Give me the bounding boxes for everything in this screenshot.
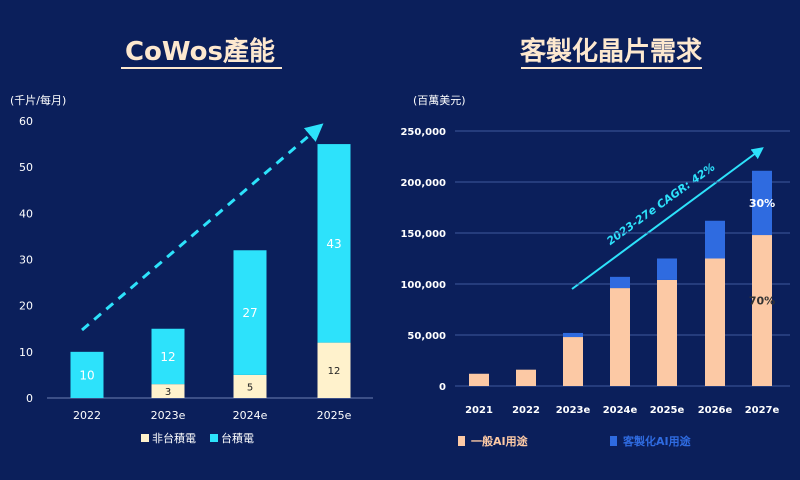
left-bar-segment (233, 374, 267, 398)
left-bar-segment (151, 328, 185, 385)
left-bar-segment (233, 250, 267, 375)
left-y-tick-label: 20 (19, 300, 33, 313)
right-x-tick-label: 2027e (745, 405, 780, 416)
right-bar-segment (705, 220, 725, 259)
right-x-tick-label: 2022 (512, 405, 540, 416)
right-y-tick-label: 0 (439, 382, 446, 393)
left-legend: 非台積電 台積電 (141, 431, 254, 445)
left-y-tick-label: 40 (19, 207, 33, 220)
right-bar-segment (516, 369, 536, 386)
right-chart-title: 客製化晶片需求 (520, 36, 702, 67)
left-bar-value-label: 10 (79, 368, 94, 382)
left-bar-segment (151, 384, 185, 398)
right-bar-segment (657, 279, 677, 386)
left-x-tick-label: 2023e (151, 409, 186, 422)
right-bar-segment (610, 288, 630, 386)
right-bar-segment (610, 276, 630, 289)
left-x-tick-label: 2024e (233, 409, 268, 422)
left-y-tick-label: 10 (19, 346, 33, 359)
left-bar-value-label: 43 (326, 237, 341, 251)
left-y-tick-label: 60 (19, 115, 33, 128)
right-legend: 一般AI用途 客製化AI用途 (458, 434, 692, 448)
right-cagr-label: 2023-27e CAGR: 42% (604, 161, 717, 248)
right-x-tick-label: 2024e (603, 405, 638, 416)
left-bar-value-label: 12 (160, 350, 175, 364)
left-bar-value-label: 5 (247, 382, 253, 393)
left-trend-arrow (81, 123, 324, 332)
right-x-tick-label: 2023e (556, 405, 591, 416)
left-legend-label: 台積電 (221, 431, 254, 445)
right-pct-label-custom: 30% (749, 197, 775, 210)
right-x-tick-label: 2021 (465, 405, 493, 416)
right-legend-label: 客製化AI用途 (622, 434, 692, 448)
left-legend-label: 非台積電 (152, 431, 196, 445)
right-y-tick-label: 250,000 (400, 127, 446, 138)
right-bar-segment (705, 258, 725, 386)
right-bar-segment (469, 373, 489, 386)
right-legend-label: 一般AI用途 (471, 434, 529, 448)
right-y-tick-label: 200,000 (400, 178, 446, 189)
right-legend-swatch (458, 436, 465, 446)
left-bar-segment (317, 144, 351, 343)
right-unit-label: (百萬美元) (413, 94, 466, 107)
right-bar-segment (563, 337, 583, 386)
right-chart: 0 50,000 100,000 150,000 200,000 250,000 2021 2… (400, 127, 790, 448)
left-y-tick-label: 0 (26, 392, 33, 405)
right-bar-segment (657, 258, 677, 280)
left-chart: 0 10 20 30 40 50 60 10 2022 3 12 2023e 5 27 2024e 12 43 2… (19, 115, 373, 445)
right-bar-segment (752, 235, 772, 386)
right-y-tick-label: 100,000 (400, 280, 446, 291)
left-bar-value-label: 3 (165, 387, 171, 398)
right-bar-segment (563, 332, 583, 338)
left-legend-swatch (210, 434, 218, 442)
right-y-tick-label: 50,000 (407, 331, 446, 342)
left-x-tick-label: 2025e (317, 409, 352, 422)
left-bar-segment (70, 351, 104, 398)
right-cagr-arrow (571, 147, 764, 290)
right-pct-label-general: 70% (749, 295, 775, 308)
left-chart-title: CoWos產能 (125, 36, 275, 67)
left-legend-swatch (141, 434, 149, 442)
right-legend-swatch (610, 436, 617, 446)
right-bar-segment (752, 170, 772, 236)
left-bar-segment (317, 342, 351, 398)
left-bar-value-label: 27 (242, 306, 257, 320)
left-y-tick-label: 30 (19, 254, 33, 267)
right-y-tick-label: 150,000 (400, 229, 446, 240)
left-bar-value-label: 12 (328, 366, 341, 377)
left-y-tick-label: 50 (19, 161, 33, 174)
right-x-tick-label: 2026e (698, 405, 733, 416)
left-x-tick-label: 2022 (73, 409, 101, 422)
right-x-tick-label: 2025e (650, 405, 685, 416)
left-unit-label: (千片/每月) (10, 93, 66, 107)
